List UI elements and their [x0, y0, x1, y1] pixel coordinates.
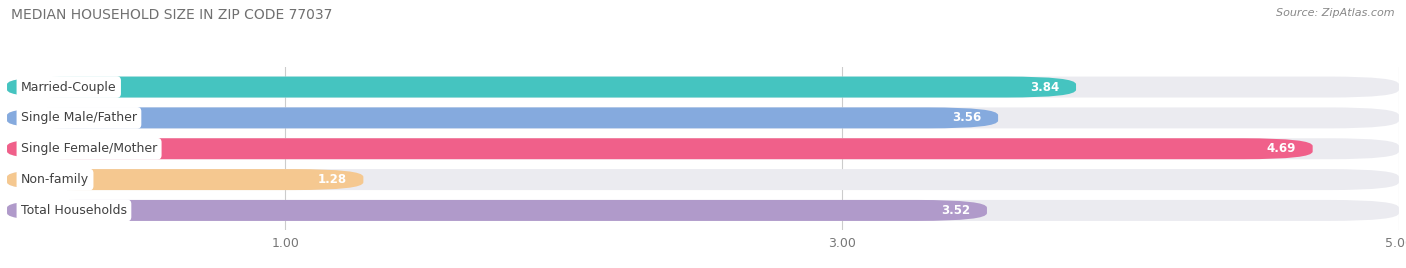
FancyBboxPatch shape: [7, 200, 987, 221]
Text: Source: ZipAtlas.com: Source: ZipAtlas.com: [1277, 8, 1395, 18]
FancyBboxPatch shape: [7, 138, 1313, 159]
FancyBboxPatch shape: [7, 169, 1399, 190]
Text: 3.52: 3.52: [941, 204, 970, 217]
FancyBboxPatch shape: [7, 77, 1399, 98]
Text: Single Female/Mother: Single Female/Mother: [21, 142, 157, 155]
Text: 3.84: 3.84: [1031, 81, 1059, 94]
FancyBboxPatch shape: [7, 107, 1399, 128]
Text: Non-family: Non-family: [21, 173, 89, 186]
FancyBboxPatch shape: [7, 77, 1076, 98]
Text: Single Male/Father: Single Male/Father: [21, 111, 136, 124]
FancyBboxPatch shape: [7, 200, 1399, 221]
Text: 3.56: 3.56: [952, 111, 981, 124]
FancyBboxPatch shape: [7, 138, 1399, 159]
Text: MEDIAN HOUSEHOLD SIZE IN ZIP CODE 77037: MEDIAN HOUSEHOLD SIZE IN ZIP CODE 77037: [11, 8, 333, 22]
FancyBboxPatch shape: [7, 107, 998, 128]
Text: 4.69: 4.69: [1267, 142, 1296, 155]
Text: 1.28: 1.28: [318, 173, 347, 186]
Text: Married-Couple: Married-Couple: [21, 81, 117, 94]
Text: Total Households: Total Households: [21, 204, 127, 217]
FancyBboxPatch shape: [7, 169, 363, 190]
